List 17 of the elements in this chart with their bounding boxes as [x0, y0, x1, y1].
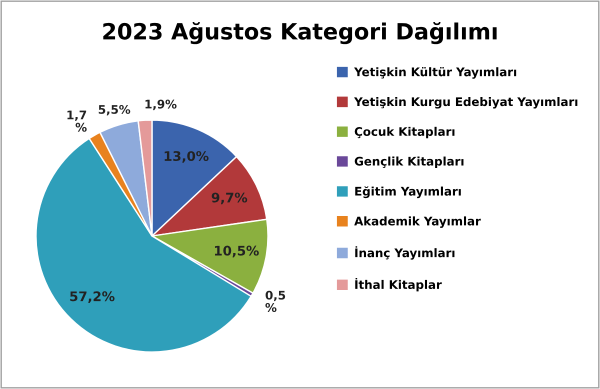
data-label: 57,2% [70, 291, 115, 303]
data-label: 5,5% [98, 104, 130, 116]
data-label: 9,7% [212, 192, 248, 204]
legend-label: Yetişkin Kültür Yayımları [354, 67, 516, 79]
data-label: 0,5 % [265, 290, 286, 312]
data-label: 10,5% [214, 246, 259, 258]
legend-label: İnanç Yayımları [355, 246, 454, 260]
legend-label: Çocuk Kitapları [354, 126, 454, 138]
legend-label: İthal Kitaplar [355, 278, 442, 292]
legend-label: Yetişkin Kurgu Edebiyat Yayımları [354, 97, 578, 109]
legend-label: Eğitim Yayımları [355, 186, 461, 198]
data-label: 1,7 % [67, 110, 87, 132]
legend-label: Akademik Yayımlar [354, 216, 481, 228]
data-label: 1,9% [146, 100, 177, 110]
chart-title: 2023 Ağustos Kategori Dağılımı [103, 22, 497, 44]
legend-label: Gençlik Kitapları [354, 156, 464, 168]
data-label: 13,0% [164, 151, 209, 163]
